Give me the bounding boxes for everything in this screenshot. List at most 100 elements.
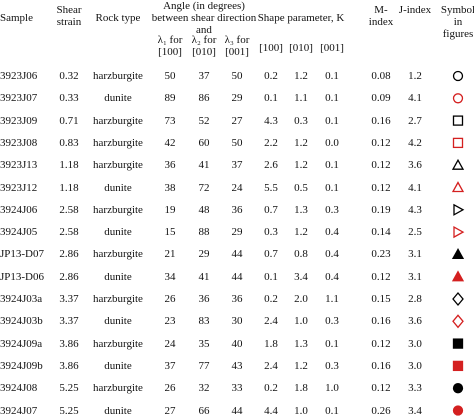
- table-cell: 0.4: [325, 270, 339, 283]
- table-cell: 0.1: [325, 337, 339, 350]
- table-cell: 19: [164, 203, 176, 216]
- table-cell: 3923J09: [0, 114, 38, 127]
- table-cell: harzburgite: [93, 337, 143, 350]
- table-cell: 2.7: [408, 114, 422, 127]
- table-cell: 0.7: [264, 203, 278, 216]
- header-cell: Shape parameter, K: [257, 12, 345, 24]
- table-cell: harzburgite: [93, 114, 143, 127]
- table-cell: 0.14: [371, 226, 391, 239]
- row-symbol: [452, 93, 464, 104]
- table-cell: 1.2: [294, 226, 308, 239]
- table-cell: 3924J03b: [0, 315, 43, 328]
- table-cell: 3923J07: [0, 92, 38, 105]
- table-cell: 36: [164, 159, 176, 172]
- sub-header-cell: [100]: [259, 42, 283, 54]
- table-cell: 44: [231, 248, 243, 261]
- table-cell: 1.2: [294, 136, 308, 149]
- table-cell: dunite: [104, 92, 132, 105]
- table-cell: 50: [231, 70, 243, 82]
- header-cell: Angle (in degrees) between shear directi…: [151, 0, 257, 36]
- table-cell: 0.8: [294, 248, 308, 261]
- table-cell: 3.37: [59, 315, 79, 328]
- header-cell: Symbol in figures: [440, 4, 474, 40]
- table-cell: 36: [231, 293, 243, 305]
- table-cell: 3924J03a: [0, 293, 43, 305]
- table-cell: 2.5: [408, 226, 422, 239]
- table-cell: 0.12: [371, 136, 391, 149]
- table-cell: 3.6: [408, 159, 422, 172]
- table-cell: 24: [164, 337, 176, 350]
- table-cell: 0.09: [371, 92, 391, 105]
- table-cell: harzburgite: [93, 203, 143, 216]
- row-symbol: [453, 225, 465, 239]
- table-cell: 1.1: [325, 293, 339, 305]
- table-cell: 15: [164, 226, 176, 239]
- table-cell: 72: [198, 181, 210, 194]
- table-cell: dunite: [104, 359, 132, 372]
- table-cell: 0.1: [325, 404, 339, 417]
- table-cell: 66: [198, 404, 210, 417]
- table-cell: 0.23: [371, 248, 391, 261]
- table-cell: 3924J08: [0, 382, 38, 395]
- row-symbol: [452, 338, 464, 349]
- table-cell: 3.4: [408, 404, 422, 417]
- table-cell: 3924J07: [0, 404, 38, 417]
- row-symbol: [452, 137, 464, 149]
- row-symbol: [452, 291, 464, 307]
- header-cell: Sample: [0, 12, 33, 24]
- table-cell: 0.1: [325, 181, 339, 194]
- row-symbol: [452, 314, 464, 329]
- row-symbol: [453, 203, 465, 216]
- table-cell: 36: [198, 293, 210, 305]
- table-cell: 3.0: [408, 359, 422, 372]
- table-cell: 50: [231, 136, 243, 149]
- table-cell: 3.86: [59, 359, 79, 372]
- table-cell: 38: [164, 181, 176, 194]
- table-cell: 3.3: [408, 382, 422, 395]
- table-cell: 83: [198, 315, 210, 328]
- table-cell: 5.25: [59, 382, 79, 395]
- table-cell: 4.3: [264, 114, 278, 127]
- table-cell: 27: [164, 404, 176, 417]
- table-cell: dunite: [104, 404, 132, 417]
- table-cell: 4.3: [408, 203, 422, 216]
- header-cell: M-index: [368, 4, 394, 28]
- table-cell: 3924J05: [0, 226, 38, 239]
- table-cell: 26: [164, 293, 176, 305]
- table-cell: 4.4: [264, 404, 278, 417]
- table-cell: 0.4: [325, 248, 339, 261]
- table-cell: 52: [198, 114, 210, 127]
- table-cell: 3923J13: [0, 159, 38, 172]
- table-cell: 27: [231, 114, 243, 127]
- table-cell: 1.0: [294, 404, 308, 417]
- table-cell: 23: [164, 315, 176, 328]
- table-cell: 0.3: [325, 203, 339, 216]
- table-cell: dunite: [104, 315, 132, 328]
- table-cell: 2.2: [264, 136, 278, 149]
- table-cell: dunite: [104, 270, 132, 283]
- table-cell: 3.1: [408, 248, 422, 261]
- table-cell: dunite: [104, 181, 132, 194]
- table-cell: 1.0: [325, 382, 339, 395]
- table-cell: 5.5: [264, 181, 278, 194]
- table-cell: 3923J08: [0, 136, 38, 149]
- table-cell: 0.26: [371, 404, 391, 417]
- table-cell: 60: [198, 136, 210, 149]
- table-cell: 37: [231, 159, 243, 172]
- table-cell: 89: [164, 92, 176, 105]
- table-cell: 4.1: [408, 181, 422, 194]
- table-cell: 24: [231, 181, 243, 194]
- table-cell: 2.6: [264, 159, 278, 172]
- row-symbol: [451, 248, 465, 260]
- table-cell: 1.18: [59, 159, 79, 172]
- table-cell: 0.2: [264, 293, 278, 305]
- table-cell: 0.12: [371, 181, 391, 194]
- table-cell: 32: [198, 382, 210, 395]
- table-cell: 2.58: [59, 203, 79, 216]
- table-cell: 73: [164, 114, 176, 127]
- table-cell: 0.12: [371, 270, 391, 283]
- table-cell: 0.12: [371, 382, 391, 395]
- table-cell: 26: [164, 382, 176, 395]
- table-cell: 3924J09a: [0, 337, 43, 350]
